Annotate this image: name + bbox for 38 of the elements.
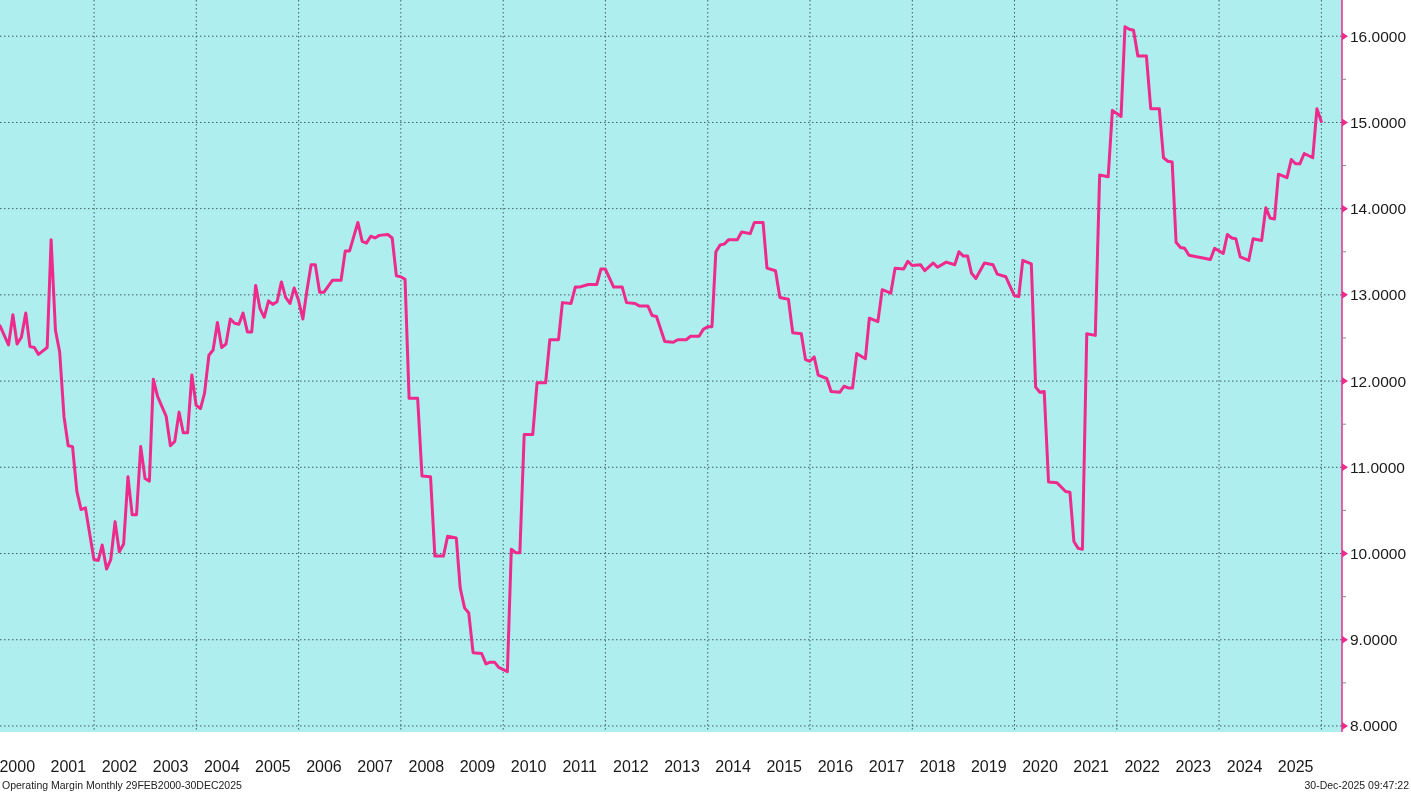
x-tick-label: 2014 — [715, 758, 751, 775]
x-tick-label: 2008 — [408, 758, 445, 775]
x-tick-label: 2016 — [817, 758, 854, 775]
x-tick-label: 2007 — [357, 758, 393, 775]
line-series — [0, 25, 1323, 674]
x-tick-label: 2012 — [613, 758, 649, 775]
y-tick-label: 12.0000 — [1350, 372, 1407, 390]
y-tick-label: 8.0000 — [1350, 717, 1398, 735]
y-tick-label: 14.0000 — [1350, 200, 1407, 218]
x-tick-label: 2009 — [459, 758, 496, 775]
y-tick-label: 13.0000 — [1350, 286, 1407, 304]
y-tick-label: 9.0000 — [1350, 631, 1398, 649]
x-tick-label: 2023 — [1175, 758, 1212, 775]
x-tick-label: 2025 — [1277, 758, 1314, 775]
x-tick-label: 2004 — [203, 758, 240, 775]
x-tick-label: 2015 — [766, 758, 803, 775]
text: Operating Margin Monthly 29FEB2000-30DEC2025 — [2, 779, 243, 791]
x-tick-label: 2010 — [510, 758, 547, 775]
x-tick-label: 2021 — [1073, 758, 1109, 775]
y-tick-label: 11.0000 — [1350, 458, 1406, 476]
x-tick-label: 2001 — [50, 758, 87, 775]
x-tick-label: 2022 — [1124, 758, 1161, 775]
x-tick-label: 2024 — [1226, 758, 1263, 775]
x-tick-label: 2013 — [664, 758, 700, 775]
x-tick-label: 2020 — [1022, 758, 1058, 775]
y-tick-label: 15.0000 — [1350, 113, 1407, 131]
x-tick-label: 2017 — [868, 758, 905, 775]
x-tick-label: 2011 — [562, 758, 597, 775]
x-tick-label: 2000 — [0, 758, 36, 775]
x-tick-label: 2005 — [255, 758, 291, 775]
x-tick-label: 2003 — [152, 758, 189, 775]
y-tick-label: 10.0000 — [1350, 545, 1407, 563]
x-tick-label: 2018 — [919, 758, 956, 775]
y-tick-label: 16.0000 — [1350, 27, 1407, 45]
x-tick-label: 2002 — [101, 758, 138, 775]
x-tick-label: 2006 — [306, 758, 342, 775]
x-tick-label: 2019 — [970, 758, 1007, 775]
text: 30-Dec-2025 09:47:22 — [1304, 779, 1410, 791]
